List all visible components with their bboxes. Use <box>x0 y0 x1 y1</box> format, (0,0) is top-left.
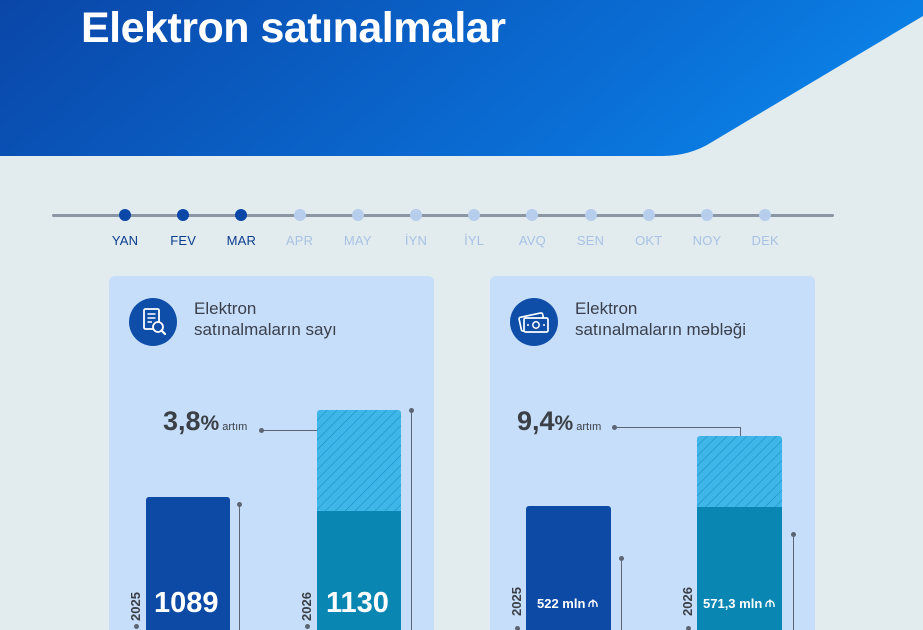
growth-indicator: 3,8% artım <box>163 406 247 437</box>
card-heading-line1: Elektron <box>194 299 257 318</box>
growth-value: 3,8 <box>163 406 201 436</box>
bar-2025 <box>146 497 230 630</box>
document-search-icon <box>129 298 177 346</box>
axis-dot <box>305 624 310 629</box>
bar-value-2026: 1130 <box>326 587 389 619</box>
timeline-month-label: DEK <box>751 233 779 248</box>
axis-line <box>621 559 622 630</box>
timeline-month: FEV <box>153 204 213 248</box>
timeline-month: SEN <box>561 204 621 248</box>
bar-2026 <box>317 511 401 630</box>
timeline-dot <box>526 209 539 221</box>
leader-line <box>263 430 358 431</box>
axis-line <box>793 535 794 630</box>
axis-dot <box>134 624 139 629</box>
timeline-month-label: MAR <box>226 233 257 248</box>
timeline-month-label: NOY <box>692 233 722 248</box>
growth-word: artım <box>222 421 248 433</box>
timeline-dot <box>642 209 655 221</box>
bar-value-2025: 522 mln <box>537 596 599 611</box>
axis-dot <box>686 626 691 630</box>
axis-line <box>411 411 412 630</box>
timeline-dot <box>701 209 713 221</box>
header-banner: Elektron satınalmalar <box>0 0 923 160</box>
timeline-month-label: İYL <box>464 233 485 248</box>
growth-hatch-2026 <box>697 436 782 507</box>
manat-icon <box>588 599 599 607</box>
timeline-month: İYN <box>386 204 446 248</box>
month-timeline: YAN FEV MAR APR MAY İYN İYL AVQ SEN OKT NOY DEK <box>52 204 834 254</box>
timeline-month: APR <box>270 204 330 248</box>
growth-hatch-2026 <box>317 410 401 511</box>
leader-line <box>616 427 740 428</box>
timeline-month: YAN <box>95 204 155 248</box>
timeline-dot <box>468 209 481 221</box>
timeline-month: MAR <box>211 204 271 248</box>
growth-indicator: 9,4% artım <box>517 406 601 437</box>
timeline-month: NOY <box>677 204 737 248</box>
bar-value-2026: 571,3 mln <box>703 596 775 611</box>
card-heading: Elektron satınalmaların sayı <box>194 298 337 340</box>
timeline-month: OKT <box>619 204 679 248</box>
timeline-month-label: APR <box>285 233 314 248</box>
leader-dot <box>612 425 617 430</box>
timeline-dot <box>235 209 248 221</box>
timeline-month-label: İYN <box>404 233 428 248</box>
timeline-dot <box>410 209 422 221</box>
timeline-month: DEK <box>735 204 795 248</box>
timeline-dot <box>119 209 131 221</box>
card-heading-line1: Elektron <box>575 299 638 318</box>
timeline-month-label: FEV <box>170 233 197 248</box>
axis-dot <box>237 502 242 507</box>
leader-dot <box>259 428 264 433</box>
timeline-line <box>52 214 834 217</box>
axis-dot <box>409 408 414 413</box>
axis-dot <box>791 532 796 537</box>
header-background <box>0 0 923 156</box>
bar-2026 <box>697 507 782 630</box>
manat-icon <box>765 599 775 607</box>
axis-line <box>239 505 240 630</box>
bar-value-2025: 1089 <box>154 587 219 619</box>
timeline-month-label: YAN <box>111 233 139 248</box>
axis-dot <box>515 626 520 630</box>
card-heading-line2: satınalmaların məbləği <box>575 320 747 339</box>
growth-unit: % <box>200 412 220 435</box>
timeline-month: İYL <box>444 204 504 248</box>
year-label-2026: 2026 <box>680 587 695 616</box>
timeline-dot <box>584 209 597 221</box>
timeline-month: MAY <box>328 204 388 248</box>
timeline-dot <box>351 209 364 221</box>
year-label-2025: 2025 <box>128 592 143 621</box>
timeline-month-label: AVQ <box>518 233 546 248</box>
card-heading: Elektron satınalmaların məbləği <box>575 298 746 340</box>
card-procurement-amount: Elektron satınalmaların məbləği 9,4% artı… <box>490 276 815 630</box>
page-title: Elektron satınalmalar <box>81 4 506 52</box>
year-label-2026: 2026 <box>299 592 314 621</box>
bar-2025 <box>526 506 611 630</box>
growth-value: 9,4 <box>517 406 555 436</box>
timeline-dot <box>293 209 306 221</box>
growth-word: artım <box>576 421 602 433</box>
axis-dot <box>619 556 624 561</box>
timeline-month-label: OKT <box>635 233 663 248</box>
timeline-month-label: SEN <box>576 233 605 248</box>
money-icon <box>510 298 558 346</box>
timeline-dot <box>177 209 190 221</box>
year-label-2025: 2025 <box>509 587 524 616</box>
card-heading-line2: satınalmaların sayı <box>194 320 337 339</box>
card-procurement-count: Elektron satınalmaların sayı 3,8% artım 1… <box>109 276 434 630</box>
timeline-month-label: MAY <box>343 233 372 248</box>
timeline-dot <box>759 209 772 221</box>
growth-unit: % <box>554 412 574 435</box>
timeline-month: AVQ <box>502 204 562 248</box>
